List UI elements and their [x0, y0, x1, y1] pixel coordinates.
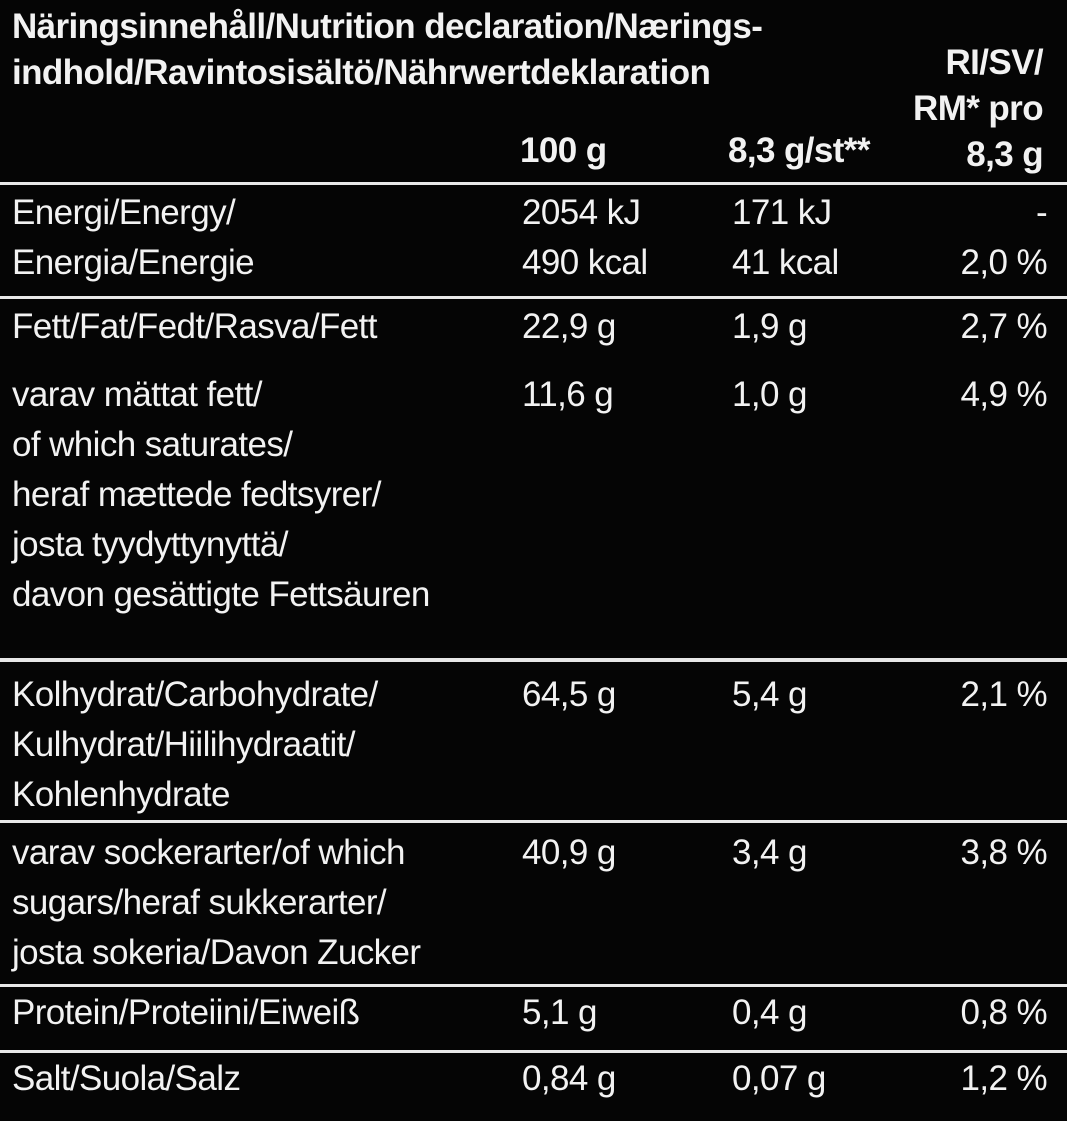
per100-line: 64,5 g [522, 675, 616, 714]
header-per-100g: 100 g [520, 131, 607, 170]
ri-line: 2,0 % [960, 243, 1048, 282]
divider [0, 820, 1067, 823]
header-ri: RI/SV/ RM* pro 8,3 g [913, 40, 1044, 178]
perPiece-line: 171 kJ [732, 193, 832, 232]
label-line: Kolhydrat/Carbohydrate/ [12, 675, 378, 714]
header-ri-line: RI/SV/ [945, 43, 1043, 82]
per100-line: 0,84 g [522, 1059, 616, 1098]
row-per100: 40,9 g [522, 828, 616, 878]
label-line: of which saturates/ [12, 425, 293, 464]
row-label: Kolhydrat/Carbohydrate/Kulhydrat/Hiilihy… [12, 670, 378, 820]
row-ri: 3,8 % [961, 828, 1048, 878]
ri-line: 3,8 % [960, 833, 1048, 872]
header-per-piece: 8,3 g/st** [728, 131, 870, 170]
per100-line: 490 kcal [522, 243, 648, 282]
row-perPiece: 171 kJ 41 kcal [732, 188, 839, 288]
row-label: Salt/Suola/Salz [12, 1054, 241, 1104]
label-line: sugars/heraf sukkerarter/ [12, 883, 387, 922]
label-line: varav sockerarter/of which [12, 833, 405, 872]
nutrition-title: Näringsinnehåll/Nutrition declaration/Næ… [12, 4, 763, 96]
perPiece-line: 1,0 g [732, 375, 807, 414]
row-per100: 22,9 g [522, 302, 616, 352]
row-ri: 2,1 % [961, 670, 1048, 720]
label-line: davon gesättigte Fettsäuren [12, 575, 430, 614]
ri-line: 1,2 % [960, 1059, 1048, 1098]
row-ri: 0,8 % [961, 988, 1048, 1038]
row-label: Protein/Proteiini/Eiweiß [12, 988, 360, 1038]
divider [0, 1050, 1067, 1053]
divider [0, 296, 1067, 299]
label-line: heraf mættede fedtsyrer/ [12, 475, 381, 514]
perPiece-line: 0,07 g [732, 1059, 826, 1098]
title-line: Näringsinnehåll/Nutrition declaration/Næ… [12, 7, 763, 46]
label-line: Kohlenhydrate [12, 775, 231, 814]
ri-line: 2,7 % [960, 307, 1048, 346]
label-line: Energia/Energie [12, 243, 255, 282]
divider [0, 182, 1067, 185]
per100-line: 2054 kJ [522, 193, 641, 232]
ri-line: 2,1 % [960, 675, 1048, 714]
ri-line: 4,9 % [960, 375, 1048, 414]
label-line: Energi/Energy/ [12, 193, 236, 232]
label-line: Salt/Suola/Salz [12, 1059, 241, 1098]
row-label: Fett/Fat/Fedt/Rasva/Fett [12, 302, 378, 352]
row-ri: - 2,0 % [961, 188, 1048, 288]
label-line: Fett/Fat/Fedt/Rasva/Fett [12, 307, 378, 346]
ri-line: - [1035, 193, 1048, 232]
perPiece-line: 3,4 g [732, 833, 807, 872]
perPiece-line: 0,4 g [732, 993, 807, 1032]
header-ri-line: RM* pro [913, 89, 1044, 128]
row-perPiece: 0,4 g [732, 988, 807, 1038]
perPiece-line: 1,9 g [732, 307, 807, 346]
row-per100: 11,6 g [522, 370, 614, 420]
title-line: indhold/Ravintosisältö/Nährwertdeklarati… [12, 53, 711, 92]
label-line: varav mättat fett/ [12, 375, 262, 414]
row-label: varav sockerarter/of which sugars/heraf s… [12, 828, 421, 978]
row-ri: 2,7 % [961, 302, 1048, 352]
row-ri: 1,2 % [961, 1054, 1048, 1104]
label-line: josta sokeria/Davon Zucker [12, 933, 421, 972]
row-perPiece: 1,9 g [732, 302, 807, 352]
per100-line: 5,1 g [522, 993, 597, 1032]
row-perPiece: 3,4 g [732, 828, 807, 878]
per100-line: 22,9 g [522, 307, 616, 346]
perPiece-line: 41 kcal [732, 243, 839, 282]
ri-line: 0,8 % [960, 993, 1048, 1032]
row-ri: 4,9 % [961, 370, 1048, 420]
row-per100: 0,84 g [522, 1054, 616, 1104]
per100-line: 11,6 g [522, 375, 614, 414]
row-perPiece: 1,0 g [732, 370, 807, 420]
divider [0, 984, 1067, 987]
divider [0, 658, 1067, 662]
row-perPiece: 5,4 g [732, 670, 807, 720]
header-ri-line: 8,3 g [966, 135, 1043, 174]
perPiece-line: 5,4 g [732, 675, 807, 714]
row-label: varav mättat fett/of which saturates/her… [12, 370, 430, 620]
label-line: Kulhydrat/Hiilihydraatit/ [12, 725, 356, 764]
row-perPiece: 0,07 g [732, 1054, 826, 1104]
per100-line: 40,9 g [522, 833, 616, 872]
label-line: josta tyydyttynyttä/ [12, 525, 289, 564]
row-per100: 5,1 g [522, 988, 597, 1038]
label-line: Protein/Proteiini/Eiweiß [12, 993, 360, 1032]
row-per100: 64,5 g [522, 670, 616, 720]
row-label: Energi/Energy/Energia/Energie [12, 188, 255, 288]
row-per100: 2054 kJ 490 kcal [522, 188, 648, 288]
